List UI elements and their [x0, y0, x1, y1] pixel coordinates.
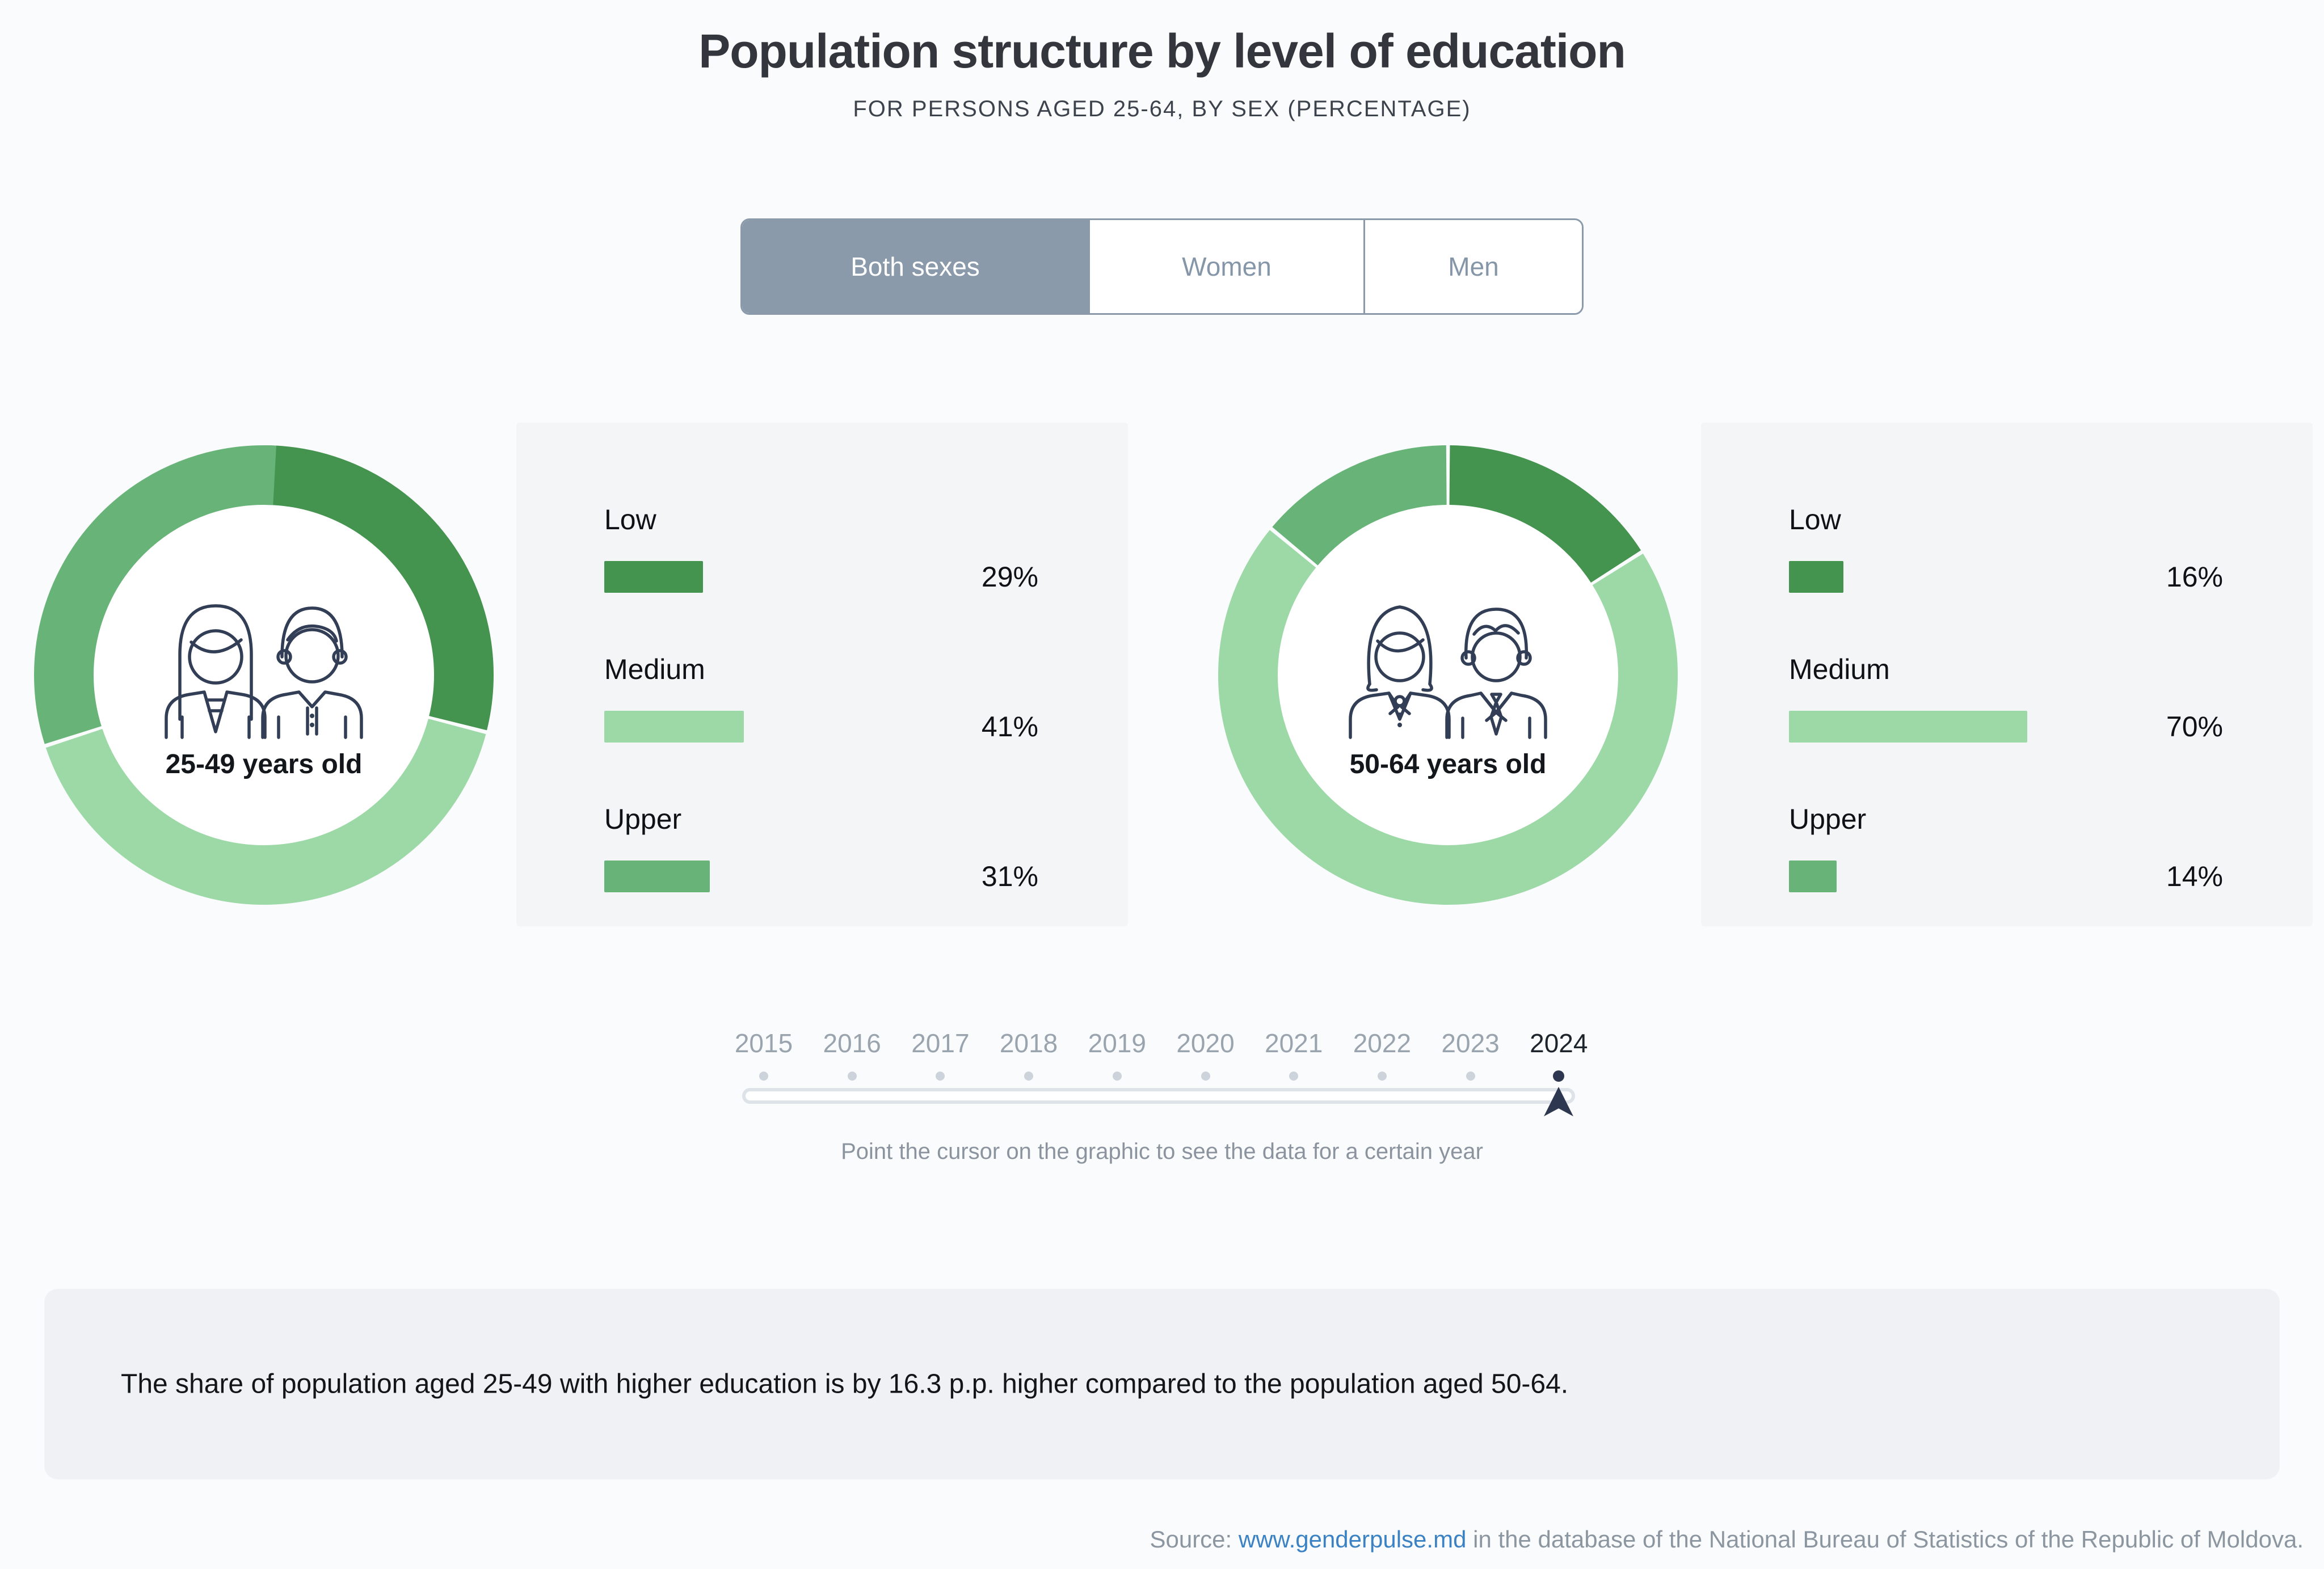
source-line: Source: www.genderpulse.md in the databa… — [1150, 1526, 2304, 1553]
year-label-2017[interactable]: 2017 — [911, 1028, 970, 1058]
year-label-2015[interactable]: 2015 — [734, 1028, 793, 1058]
stat-label-upper: Upper — [1789, 803, 1867, 835]
year-dot-2016[interactable] — [847, 1072, 857, 1081]
sex-filter-tabs: Both sexes Women Men — [740, 218, 1584, 315]
year-dot-2017[interactable] — [936, 1072, 945, 1081]
older-couple-icon — [1349, 605, 1547, 739]
stat-row-medium: 70% — [1789, 711, 2223, 743]
donut-segment-medium[interactable] — [1218, 445, 1678, 905]
stat-label-upper: Upper — [604, 803, 682, 835]
stat-value-low: 29% — [981, 561, 1038, 593]
stat-value-medium: 41% — [981, 711, 1038, 743]
donut-chart-25-49[interactable] — [34, 445, 494, 905]
year-dot-2023[interactable] — [1466, 1072, 1475, 1081]
tab-both-sexes[interactable]: Both sexes — [742, 220, 1088, 313]
stat-bar-medium — [604, 711, 744, 743]
donut-segment-medium[interactable] — [34, 445, 494, 905]
year-cursor-icon[interactable] — [1544, 1086, 1574, 1117]
donut-group-50-64: 50-64 years old — [1218, 445, 1678, 905]
stats-panel-25-49: Low 29% Medium 41% Upper 31% — [516, 423, 1128, 926]
stat-row-medium: 41% — [604, 711, 1038, 743]
year-label-2021[interactable]: 2021 — [1265, 1028, 1323, 1058]
source-link[interactable]: www.genderpulse.md — [1238, 1526, 1467, 1553]
stat-row-upper: 14% — [1789, 861, 2223, 892]
insight-box: The share of population aged 25-49 with … — [44, 1289, 2280, 1479]
stat-bar-upper — [1789, 861, 1837, 892]
year-label-2022[interactable]: 2022 — [1353, 1028, 1412, 1058]
stat-bar-low — [604, 561, 703, 593]
year-dot-2019[interactable] — [1112, 1072, 1122, 1081]
age-group-label-50-64: 50-64 years old — [1349, 749, 1547, 779]
stat-value-upper: 14% — [2166, 861, 2223, 892]
stats-panel-50-64: Low 16% Medium 70% Upper 14% — [1701, 423, 2313, 926]
stat-value-upper: 31% — [981, 861, 1038, 892]
tab-men[interactable]: Men — [1363, 220, 1582, 313]
page-title: Population structure by level of educati… — [698, 24, 1626, 78]
stat-value-low: 16% — [2166, 561, 2223, 593]
stat-row-low: 29% — [604, 561, 1038, 593]
year-label-2024[interactable]: 2024 — [1530, 1028, 1588, 1058]
year-dot-2021[interactable] — [1289, 1072, 1299, 1081]
stat-label-medium: Medium — [604, 653, 705, 685]
year-label-2018[interactable]: 2018 — [999, 1028, 1058, 1058]
donut-chart-50-64[interactable] — [1218, 445, 1678, 905]
year-dot-2018[interactable] — [1024, 1072, 1034, 1081]
stat-row-low: 16% — [1789, 561, 2223, 593]
stat-value-medium: 70% — [2166, 711, 2223, 743]
donut-segment-low[interactable] — [34, 445, 494, 905]
page-subtitle: FOR PERSONS AGED 25-64, BY SEX (PERCENTA… — [853, 96, 1471, 121]
source-prefix: Source: — [1150, 1526, 1239, 1553]
year-dot-2020[interactable] — [1201, 1072, 1210, 1081]
donut-group-25-49: 25-49 years old — [34, 445, 494, 905]
year-dot-2015[interactable] — [759, 1072, 768, 1081]
donut-center-25-49: 25-49 years old — [94, 505, 434, 845]
slider-track[interactable] — [742, 1088, 1575, 1104]
donut-segment-upper[interactable] — [34, 445, 494, 905]
age-group-label-25-49: 25-49 years old — [165, 749, 363, 779]
year-label-2019[interactable]: 2019 — [1088, 1028, 1146, 1058]
slider-hint: Point the cursor on the graphic to see t… — [841, 1139, 1483, 1164]
tab-women[interactable]: Women — [1088, 220, 1363, 313]
stat-label-low: Low — [1789, 504, 1841, 535]
stat-bar-low — [1789, 561, 1843, 593]
stat-label-low: Low — [604, 504, 656, 535]
year-dot-2022[interactable] — [1377, 1072, 1387, 1081]
year-dot-2024[interactable] — [1553, 1070, 1565, 1082]
year-label-2023[interactable]: 2023 — [1441, 1028, 1500, 1058]
source-suffix: in the database of the National Bureau o… — [1466, 1526, 2304, 1553]
stat-label-medium: Medium — [1789, 653, 1890, 685]
insight-text: The share of population aged 25-49 with … — [121, 1369, 1569, 1399]
year-label-2016[interactable]: 2016 — [823, 1028, 881, 1058]
year-label-2020[interactable]: 2020 — [1176, 1028, 1235, 1058]
stat-bar-medium — [1789, 711, 2027, 743]
stat-row-upper: 31% — [604, 861, 1038, 892]
young-couple-icon — [165, 604, 363, 739]
donut-center-50-64: 50-64 years old — [1278, 505, 1618, 845]
stat-bar-upper — [604, 861, 710, 892]
